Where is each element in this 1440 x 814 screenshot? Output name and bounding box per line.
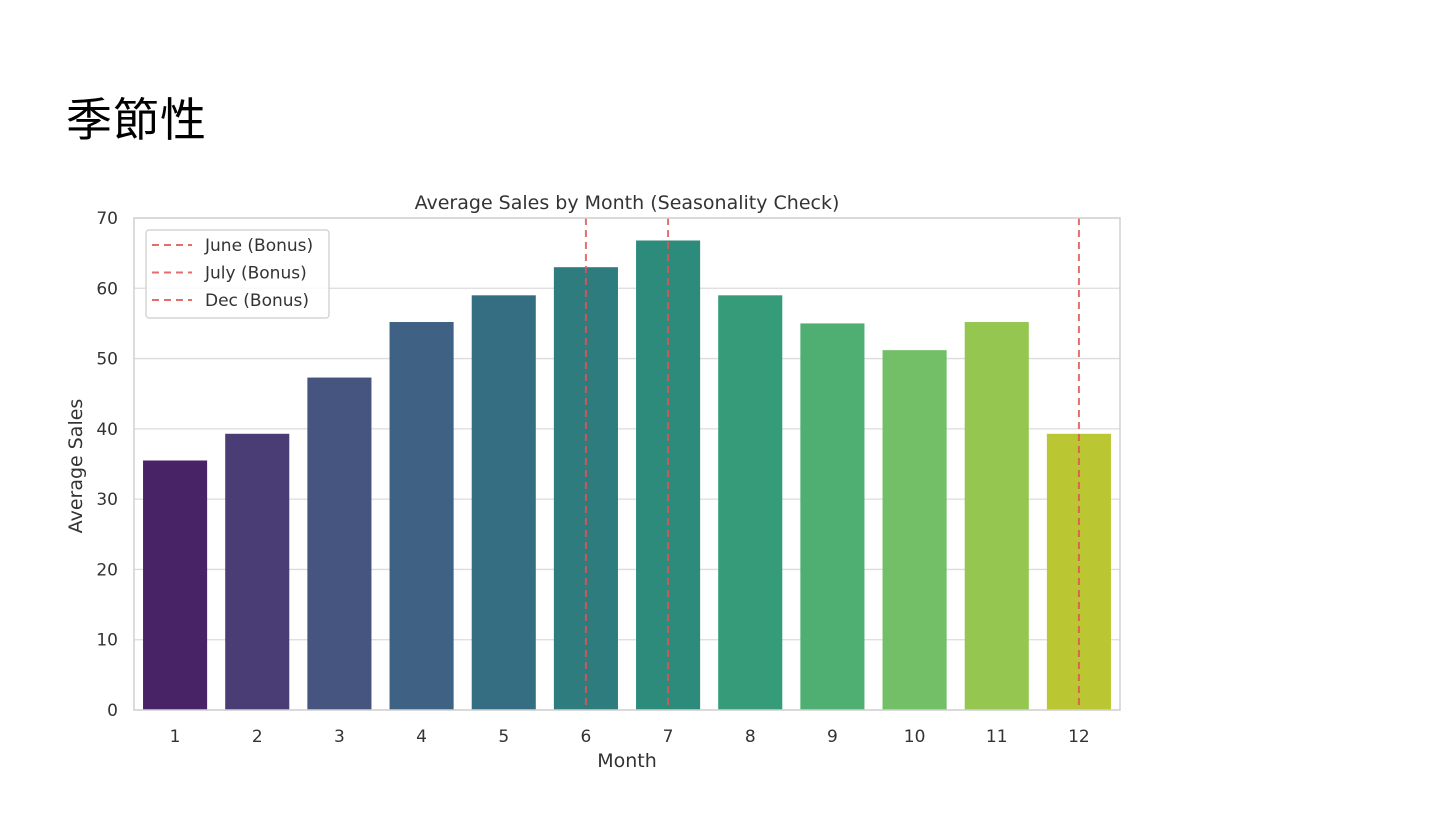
y-tick-label: 40 (96, 420, 118, 440)
bars (143, 240, 1111, 710)
y-tick-label: 20 (96, 560, 118, 580)
x-tick-label: 1 (170, 727, 181, 747)
bar-month-3 (307, 377, 372, 710)
x-tick-label: 12 (1068, 727, 1090, 747)
bar-month-8 (718, 295, 783, 710)
y-tick-label: 30 (96, 490, 118, 510)
x-ticks: 1 2 3 4 5 6 7 8 9 10 11 12 (170, 727, 1090, 747)
page-title: 季節性 (66, 93, 207, 147)
bar-month-11 (964, 322, 1029, 710)
y-ticks: 0 10 20 30 40 50 60 70 (96, 209, 118, 721)
x-tick-label: 6 (581, 727, 592, 747)
x-tick-label: 7 (663, 727, 674, 747)
x-tick-label: 8 (745, 727, 756, 747)
y-tick-label: 50 (96, 350, 118, 370)
legend-label: June (Bonus) (204, 236, 313, 256)
bar-month-1 (143, 460, 208, 710)
legend: June (Bonus) July (Bonus) Dec (Bonus) (145, 229, 330, 319)
y-tick-label: 70 (96, 209, 118, 229)
y-tick-label: 10 (96, 631, 118, 651)
x-tick-label: 5 (498, 727, 509, 747)
x-tick-label: 2 (252, 727, 263, 747)
legend-label: July (Bonus) (204, 264, 307, 284)
legend-label: Dec (Bonus) (205, 291, 309, 311)
bar-month-9 (800, 323, 865, 710)
plot-frame (133, 217, 1121, 711)
bar-month-5 (471, 295, 536, 710)
y-tick-label: 60 (96, 279, 118, 299)
bar-month-10 (882, 350, 947, 710)
bar-month-4 (389, 322, 454, 710)
reference-lines (584, 218, 1080, 710)
x-tick-label: 4 (416, 727, 427, 747)
y-axis-label: Average Sales (65, 399, 87, 534)
chart-title: Average Sales by Month (Seasonality Chec… (415, 192, 840, 214)
legend-box (145, 229, 330, 319)
bar-month-2 (225, 433, 290, 710)
x-tick-label: 10 (904, 727, 926, 747)
y-tick-label: 0 (107, 701, 118, 721)
x-axis-label: Month (597, 750, 657, 772)
x-tick-label: 11 (986, 727, 1008, 747)
x-tick-label: 3 (334, 727, 345, 747)
x-tick-label: 9 (827, 727, 838, 747)
